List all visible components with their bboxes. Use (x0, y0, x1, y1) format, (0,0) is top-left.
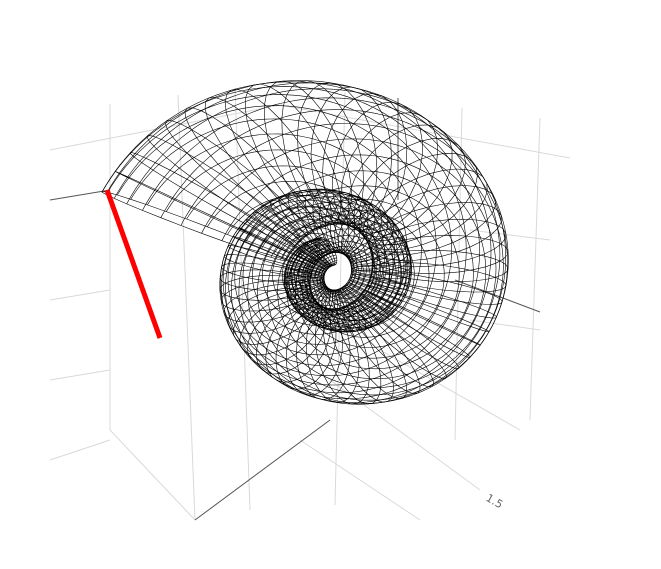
highlight-line (104, 189, 163, 339)
mesh-line (245, 206, 373, 310)
grid-line (109, 429, 196, 521)
mesh-line (105, 80, 492, 400)
mesh-line (207, 181, 378, 319)
grid-line (454, 107, 463, 441)
grid-line (529, 117, 541, 421)
mesh-line (101, 81, 480, 394)
mesh-line (117, 105, 437, 366)
grid-line (469, 319, 541, 331)
mesh-line (273, 221, 381, 311)
axis-tick-label: 1.5 (484, 491, 506, 511)
mesh-line (166, 149, 396, 335)
mesh-line (126, 88, 507, 405)
wireframe-surface (101, 80, 509, 405)
mesh-line (227, 194, 374, 314)
mesh-line (244, 83, 342, 226)
grid-line (469, 229, 551, 241)
grid-line (379, 349, 521, 431)
mesh-line (102, 86, 467, 386)
grid-line (49, 439, 111, 461)
mesh-line (350, 258, 412, 276)
grid-line (49, 369, 111, 381)
mesh-line (270, 198, 445, 348)
grid-line (49, 104, 281, 151)
axis-line (49, 189, 111, 201)
mesh-line (312, 188, 350, 253)
axis-line (194, 419, 331, 521)
grid-line (49, 289, 111, 301)
mesh-line (285, 217, 415, 329)
grid-line (177, 94, 196, 521)
grid (49, 87, 571, 521)
mesh-line (280, 209, 430, 338)
mesh-line (322, 93, 408, 229)
mesh-line (130, 118, 422, 356)
axes (49, 98, 541, 521)
grid-line (299, 439, 421, 521)
mesh-line (107, 94, 452, 377)
mesh-line (147, 133, 408, 345)
mesh-line (180, 123, 504, 396)
mesh-line (160, 109, 508, 401)
mesh-line (347, 124, 453, 237)
axis-line (454, 279, 541, 313)
